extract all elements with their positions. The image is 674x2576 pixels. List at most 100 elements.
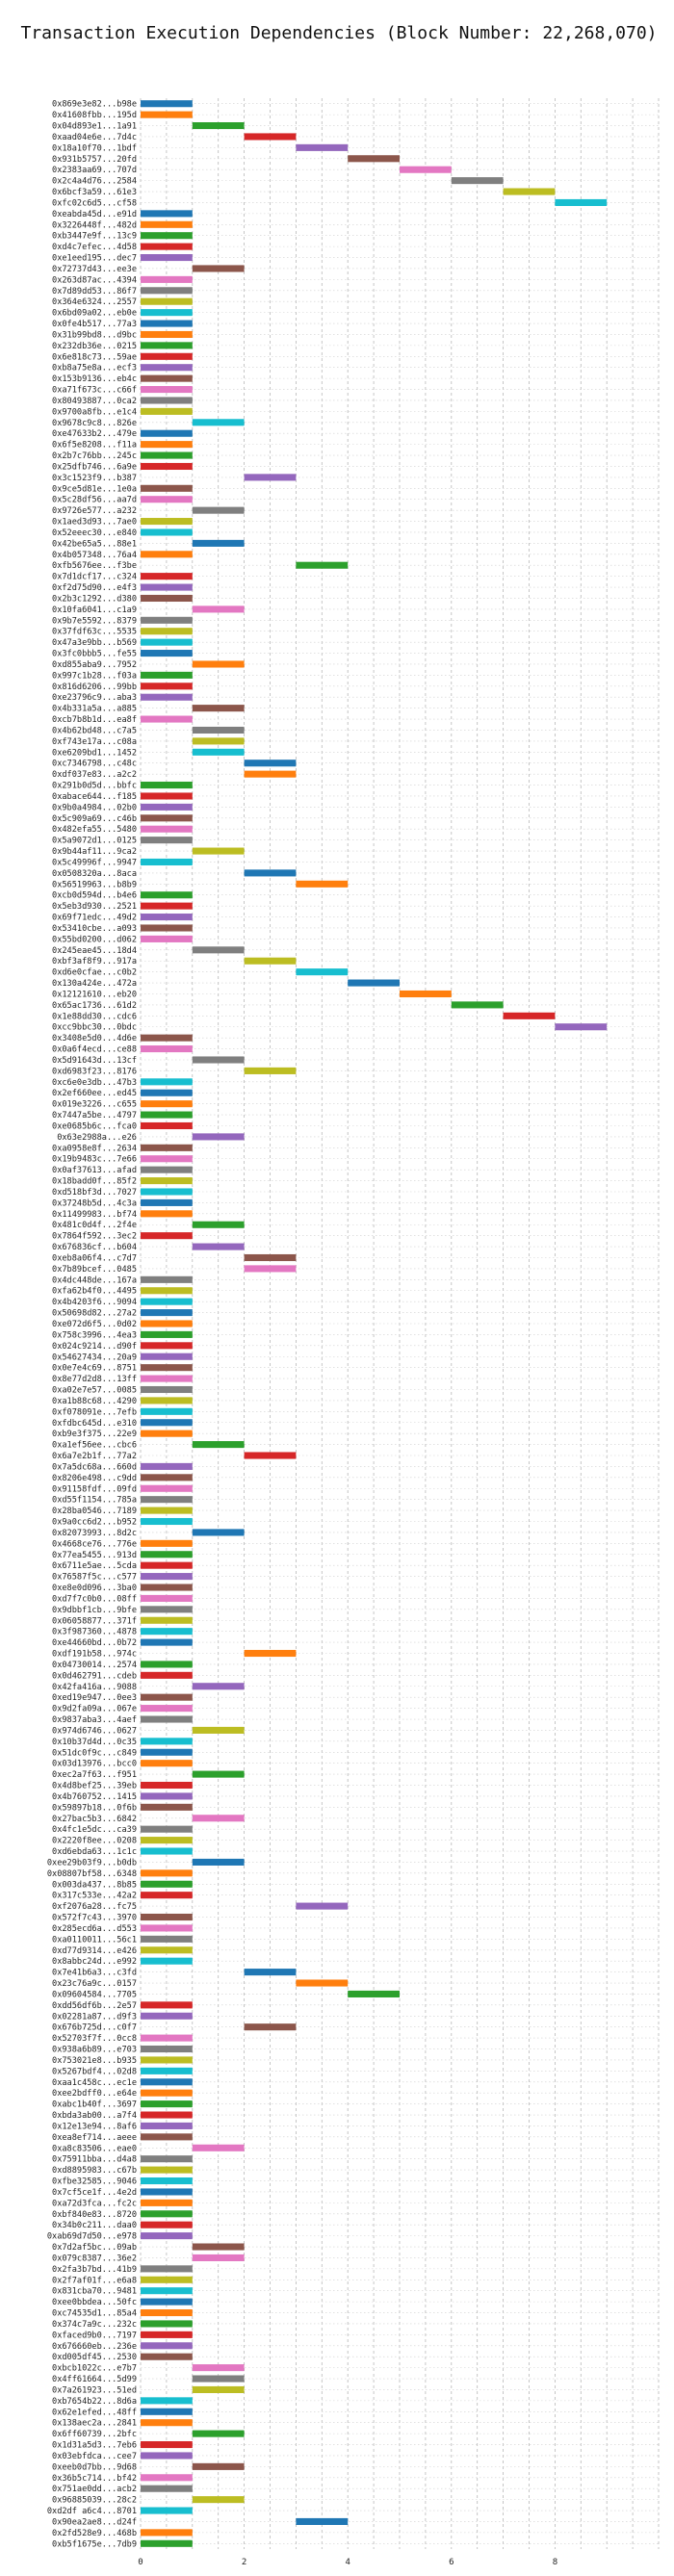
bars-group: [141, 100, 608, 2547]
bar: [192, 2364, 245, 2372]
y-tick-label: 0x138aec2a...2841: [52, 2419, 137, 2429]
bar: [141, 594, 193, 603]
bar: [192, 2243, 245, 2251]
bar: [141, 2100, 193, 2108]
bar: [141, 1330, 193, 1338]
bar: [296, 143, 349, 151]
y-tick-label: 0x481c0d4f...2f4e: [52, 1221, 137, 1230]
bar: [141, 111, 193, 118]
y-tick-label: 0x7a5dc68a...660d: [52, 1462, 137, 1472]
y-tick-label: 0xec2a7f63...f951: [52, 1770, 137, 1780]
bar: [141, 1781, 193, 1790]
bar: [141, 1166, 193, 1173]
y-tick-label: 0x62e1efed...48ff: [52, 2408, 137, 2417]
y-tick-label: 0x7447a5be...4797: [52, 1111, 137, 1121]
y-tick-label: 0x3408e5d0...4d6e: [52, 1034, 137, 1043]
y-tick-label: 0xe23796c9...aba3: [52, 693, 137, 703]
bar: [244, 133, 297, 141]
y-tick-label: 0xeabda45d...e91d: [52, 210, 137, 219]
bar: [141, 1496, 193, 1504]
bar: [141, 1738, 193, 1745]
y-tick-label: 0x4668ce76...776e: [52, 1539, 137, 1549]
bar: [141, 650, 193, 657]
bar: [141, 1419, 193, 1427]
bar: [141, 2440, 193, 2449]
y-tick-label: 0x374c7a9c...232c: [52, 2320, 137, 2330]
bar: [141, 1517, 193, 1526]
y-tick-label: 0x10b37d4d...0c35: [52, 1738, 137, 1747]
bar: [141, 1121, 193, 1130]
y-tick-label: 0x4ff61664...5d99: [52, 2375, 137, 2384]
y-tick-label: 0x676660eb...236e: [52, 2342, 137, 2352]
bar: [141, 1957, 193, 1965]
y-tick-label: 0xa0958e8f...2634: [52, 1144, 137, 1153]
y-tick-label: 0x91158fdf...09fd: [52, 1484, 137, 1494]
bar: [141, 1474, 193, 1481]
bar: [555, 1023, 608, 1031]
bar: [141, 2199, 193, 2206]
y-tick-label: 0x6bd09a02...eb0e: [52, 309, 137, 319]
y-tick-label: 0x938a6b89...e703: [52, 2046, 137, 2055]
bar: [451, 177, 504, 185]
bar: [141, 837, 193, 844]
bar: [141, 1748, 193, 1756]
y-tick-label: 0x7a261923...51ed: [52, 2385, 137, 2395]
y-tick-label: 0xdd56df6b...2e57: [52, 2001, 137, 2011]
y-tick-label: 0x5c28df56...aa7d: [52, 496, 137, 505]
bar: [141, 583, 193, 591]
bar: [141, 2078, 193, 2086]
bar: [141, 397, 193, 404]
y-tick-label: 0x72737d43...ee3e: [52, 265, 137, 274]
x-tick-labels: 0 2 4 6 8: [138, 2558, 557, 2567]
y-tick-label: 0x56519963...b8b9: [52, 880, 137, 889]
y-tick-label: 0xf2076a28...fc75: [52, 1902, 137, 1912]
y-tick-label: 0x291b0d5d...bbfc: [52, 782, 137, 791]
bar: [192, 726, 245, 734]
y-tick-label: 0x2fa3b7bd...41b9: [52, 2265, 137, 2275]
bar: [141, 1869, 193, 1877]
y-tick-label: 0x5267bdf4...02d8: [52, 2067, 137, 2076]
bar: [141, 320, 193, 327]
bar: [141, 2485, 193, 2492]
bar: [141, 1616, 193, 1624]
bar: [244, 1649, 297, 1658]
y-tick-label: 0x04d893e1...1a91: [52, 122, 137, 132]
bar: [400, 166, 452, 173]
x-tick-label: 0: [138, 2558, 143, 2567]
bar: [141, 2012, 193, 2020]
bar: [141, 1385, 193, 1394]
bar: [141, 2276, 193, 2283]
y-tick-label: 0xd8895983...c67b: [52, 2166, 137, 2176]
y-tick-label: 0xd7f7c0b0...08ff: [52, 1594, 137, 1604]
bar: [141, 1539, 193, 1547]
y-tick-label: 0x9b44af11...9ca2: [52, 847, 137, 857]
y-tick-label: 0x02281a87...d9f3: [52, 2012, 137, 2022]
bar: [141, 1847, 193, 1855]
y-tick-label: 0x285ecd6a...d553: [52, 1924, 137, 1934]
bar: [141, 2133, 193, 2141]
y-tick-label: 0xd6e0cfae...c0b2: [52, 968, 137, 978]
y-tick-label: 0xf2d75d90...e4f3: [52, 583, 137, 593]
bar: [296, 1902, 349, 1910]
bar: [141, 2342, 193, 2350]
bar: [141, 297, 193, 305]
bar: [141, 858, 193, 866]
y-tick-label: 0x9ce5d81e...1e0a: [52, 484, 137, 494]
bar: [141, 287, 193, 295]
y-tick-label: 0x7d1dcf17...c324: [52, 573, 137, 582]
y-tick-label: 0x4b331a5a...a885: [52, 705, 137, 714]
y-tick-label: 0xbda3ab00...a7f4: [52, 2111, 137, 2121]
bar: [141, 220, 193, 228]
y-tick-label: 0x34b0c211...daa0: [52, 2221, 137, 2230]
y-tick-label: 0xee2bdff0...e64e: [52, 2089, 137, 2099]
y-tick-label: 0x28ba0546...7189: [52, 1507, 137, 1516]
y-tick-label: 0x59897b18...0f6b: [52, 1803, 137, 1813]
y-tick-label: 0x4dc448de...167a: [52, 1275, 137, 1285]
y-tick-label: 0x7d2af5bc...09ab: [52, 2243, 137, 2253]
y-tick-label: 0x11499983...bf74: [52, 1210, 137, 1220]
y-tick-label: 0x47a3e9bb...b569: [52, 638, 137, 648]
y-tick-label: 0x4d8bef25...39eb: [52, 1782, 137, 1791]
bar: [141, 1551, 193, 1558]
bar: [244, 474, 297, 481]
bar: [192, 1683, 245, 1690]
